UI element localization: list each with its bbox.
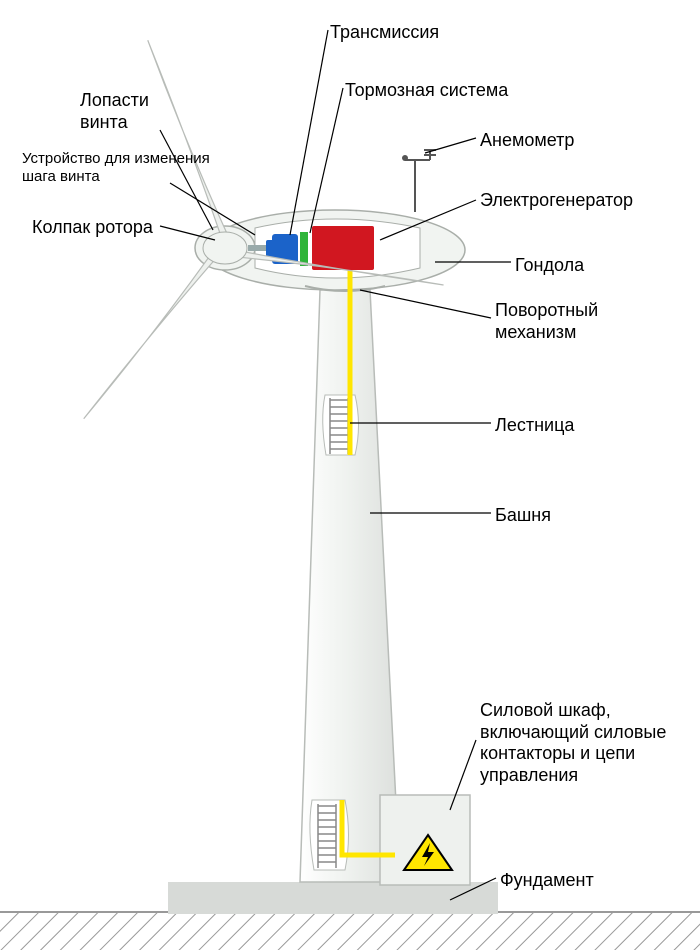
generator: [312, 226, 374, 270]
leader-yaw: [360, 290, 491, 318]
label-anemometer: Анемометр: [480, 130, 680, 152]
foundation: [168, 882, 498, 914]
label-brake: Тормозная система: [345, 80, 595, 102]
label-generator: Электрогенератор: [480, 190, 700, 212]
label-cabinet: Силовой шкаф,включающий силовыеконтактор…: [480, 700, 695, 786]
leader-anemometer: [425, 138, 476, 153]
label-tower: Башня: [495, 505, 675, 527]
label-nacelle: Гондола: [515, 255, 695, 277]
label-blades: Лопастивинта: [80, 90, 260, 133]
label-pitch: Устройство для измененияшага винта: [22, 150, 252, 186]
label-yaw: Поворотныймеханизм: [495, 300, 695, 343]
leader-transmission: [290, 30, 328, 235]
brake: [300, 232, 308, 266]
label-transmission: Трансмиссия: [330, 22, 530, 44]
label-foundation: Фундамент: [500, 870, 680, 892]
label-ladder: Лестница: [495, 415, 675, 437]
label-hub: Колпак ротора: [32, 217, 212, 239]
